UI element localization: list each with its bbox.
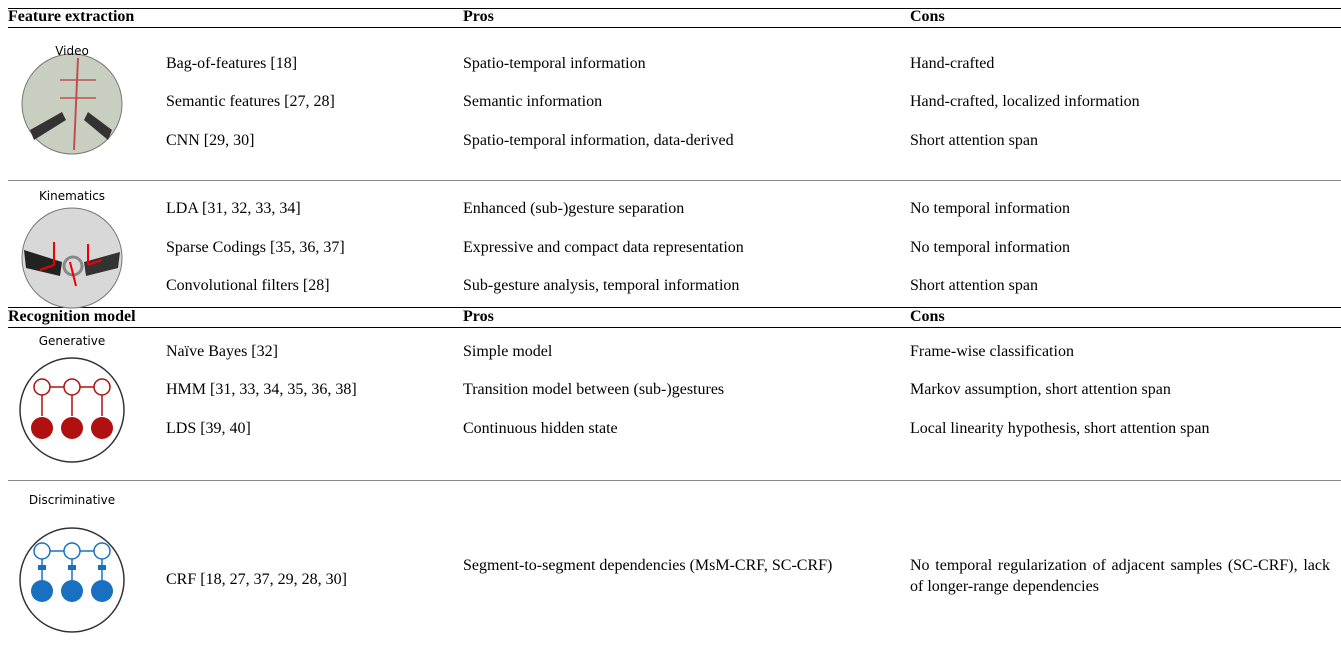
table-cell: Segment-to-segment dependencies (MsM-CRF… — [463, 557, 833, 574]
table-cell: Sub-gesture analysis, temporal informati… — [463, 277, 740, 294]
table-cell: LDS [39, 40] — [166, 420, 251, 437]
table-cell: No temporal information — [910, 200, 1070, 217]
table-cell: Convolutional filters [28] — [166, 277, 330, 294]
column-header: Cons — [910, 308, 945, 325]
table-cell: LDA [31, 32, 33, 34] — [166, 200, 301, 217]
table-cell: No temporal information — [910, 239, 1070, 256]
generative-icon — [19, 357, 125, 463]
table-cell: Continuous hidden state — [463, 420, 618, 437]
rule — [8, 480, 1341, 481]
table-cell: Simple model — [463, 343, 553, 360]
column-header: Pros — [463, 308, 494, 325]
rule — [8, 180, 1341, 181]
column-header: Feature extraction — [8, 8, 135, 25]
table-cell: Spatio-temporal information, data-derive… — [463, 132, 734, 149]
table-cell: Frame-wise classification — [910, 343, 1074, 360]
rule — [8, 27, 1341, 28]
table-cell: Local linearity hypothesis, short attent… — [910, 420, 1210, 437]
column-header: Cons — [910, 8, 945, 25]
kinematics-icon — [21, 207, 123, 309]
rule — [8, 8, 1341, 9]
video-icon — [21, 53, 123, 155]
table-cell: HMM [31, 33, 34, 35, 36, 38] — [166, 381, 357, 398]
table-cell: Short attention span — [910, 132, 1038, 149]
column-header: Pros — [463, 8, 494, 25]
group-label: Discriminative — [28, 493, 116, 507]
table-cell: Hand-crafted, localized information — [910, 93, 1140, 110]
rule — [8, 327, 1341, 328]
rule — [8, 307, 1341, 308]
table-cell: Spatio-temporal information — [463, 55, 646, 72]
table-cell: CRF [18, 27, 37, 29, 28, 30] — [166, 571, 347, 588]
discriminative-icon — [19, 527, 125, 633]
table-cell: Enhanced (sub-)gesture separation — [463, 200, 685, 217]
table-cell: Naïve Bayes [32] — [166, 343, 278, 360]
table-cell: Hand-crafted — [910, 55, 995, 72]
group-label: Video — [55, 44, 89, 58]
icons — [19, 53, 125, 633]
table-cell: No temporal regularization of adjacent s… — [910, 557, 1330, 595]
table-cell: Bag-of-features [18] — [166, 55, 298, 72]
column-header: Recognition model — [8, 308, 136, 325]
table-cell: Transition model between (sub-)gestures — [463, 381, 725, 398]
table-cell: CNN [29, 30] — [166, 132, 255, 149]
table-cell: Sparse Codings [35, 36, 37] — [166, 239, 345, 256]
table-cell: Expressive and compact data representati… — [463, 239, 744, 256]
table-cell: Markov assumption, short attention span — [910, 381, 1171, 398]
group-label: Generative — [38, 334, 106, 348]
group-label: Kinematics — [38, 189, 106, 203]
table-cell: Semantic information — [463, 93, 603, 110]
table-cell: Semantic features [27, 28] — [166, 93, 335, 110]
table-cell: Short attention span — [910, 277, 1038, 294]
